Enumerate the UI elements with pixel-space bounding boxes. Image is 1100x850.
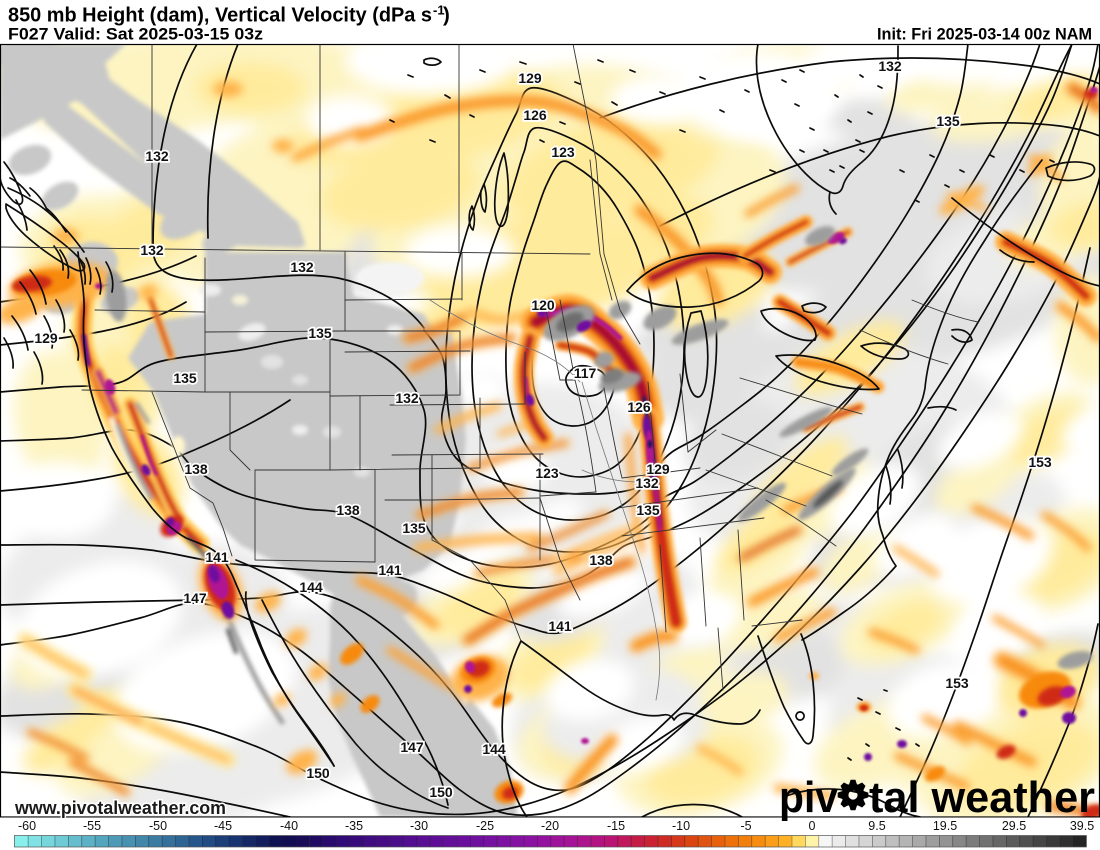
svg-text:129: 129 (646, 461, 670, 477)
svg-text:tal weather: tal weather (869, 773, 1095, 822)
svg-text:0: 0 (809, 819, 816, 833)
svg-text:135: 135 (308, 325, 332, 341)
svg-text:141: 141 (378, 562, 402, 578)
svg-text:132: 132 (635, 475, 659, 491)
svg-text:132: 132 (878, 58, 902, 74)
svg-text:147: 147 (400, 739, 424, 755)
svg-text:-40: -40 (280, 819, 298, 833)
svg-text:153: 153 (945, 675, 969, 691)
svg-text:117: 117 (574, 365, 597, 381)
svg-text:144: 144 (299, 579, 323, 595)
svg-text:9.5: 9.5 (868, 819, 885, 833)
svg-text:): ) (443, 4, 450, 27)
svg-text:-30: -30 (410, 819, 428, 833)
svg-text:129: 129 (34, 330, 58, 346)
svg-text:132: 132 (145, 148, 169, 164)
svg-text:-10: -10 (672, 819, 690, 833)
svg-text:120: 120 (531, 297, 555, 313)
svg-text:135: 135 (636, 502, 660, 518)
svg-text:135: 135 (173, 370, 197, 386)
svg-text:150: 150 (429, 784, 453, 800)
svg-text:-20: -20 (541, 819, 559, 833)
svg-text:144: 144 (482, 741, 506, 757)
svg-text:-1: -1 (433, 3, 445, 18)
svg-text:123: 123 (551, 144, 575, 160)
svg-text:19.5: 19.5 (933, 819, 957, 833)
svg-text:123: 123 (535, 465, 559, 481)
svg-text:135: 135 (402, 520, 426, 536)
svg-text:-35: -35 (345, 819, 363, 833)
svg-text:F027 Valid: Sat 2025-03-15 03z: F027 Valid: Sat 2025-03-15 03z (8, 25, 263, 44)
svg-text:126: 126 (523, 107, 547, 123)
svg-text:-45: -45 (214, 819, 232, 833)
svg-text:piv: piv (779, 773, 838, 822)
svg-text:132: 132 (290, 259, 314, 275)
svg-text:-55: -55 (83, 819, 101, 833)
svg-text:138: 138 (589, 552, 613, 568)
svg-text:www.pivotalweather.com: www.pivotalweather.com (14, 798, 226, 818)
svg-text:-25: -25 (476, 819, 494, 833)
svg-text:39.5: 39.5 (1070, 819, 1094, 833)
svg-text:129: 129 (518, 70, 542, 86)
svg-text:150: 150 (306, 765, 330, 781)
svg-text:850 mb Height (dam), Vertical: 850 mb Height (dam), Vertical Velocity (… (8, 4, 432, 27)
svg-text:Init: Fri 2025-03-14 00z NAM: Init: Fri 2025-03-14 00z NAM (877, 25, 1092, 44)
svg-text:138: 138 (336, 502, 360, 518)
svg-text:141: 141 (205, 549, 229, 565)
svg-text:132: 132 (140, 242, 164, 258)
svg-text:153: 153 (1028, 454, 1052, 470)
svg-text:-15: -15 (607, 819, 625, 833)
svg-text:141: 141 (548, 618, 572, 634)
svg-text:-50: -50 (149, 819, 167, 833)
svg-text:126: 126 (627, 399, 651, 415)
svg-text:132: 132 (395, 390, 419, 406)
svg-text:135: 135 (936, 113, 960, 129)
svg-text:-5: -5 (740, 819, 751, 833)
svg-text:29.5: 29.5 (1002, 819, 1026, 833)
svg-text:138: 138 (184, 461, 208, 477)
svg-text:-60: -60 (18, 819, 36, 833)
svg-text:147: 147 (183, 590, 207, 606)
